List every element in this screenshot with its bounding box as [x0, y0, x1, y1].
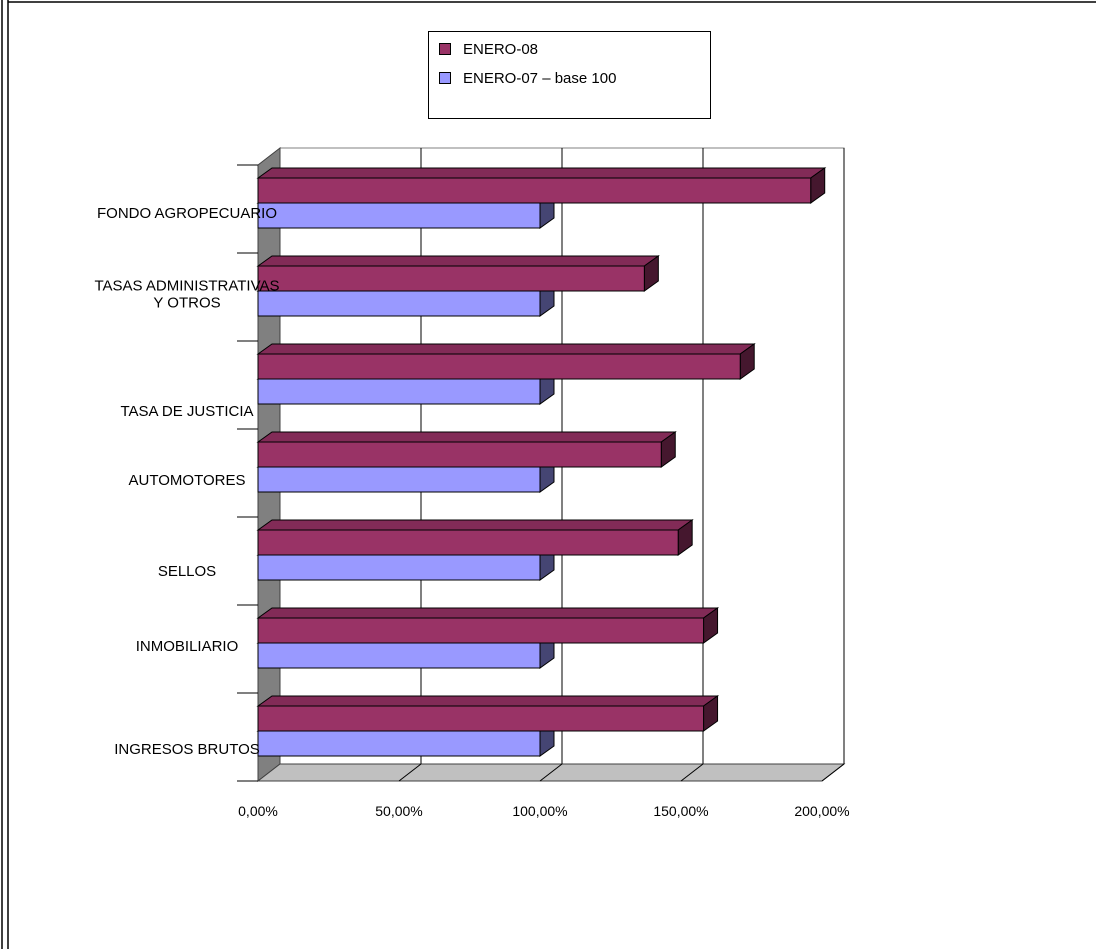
bar-enero-08-top	[256, 431, 677, 443]
bar-enero-07-front	[257, 290, 541, 317]
bar-enero-07-front	[257, 378, 541, 405]
category-label: TASA DE JUSTICIA	[120, 403, 253, 420]
bar-enero-07-front	[257, 466, 541, 493]
legend-item-enero-07: ENERO-07 – base 100	[439, 69, 616, 87]
legend-label-enero-08: ENERO-08	[463, 40, 539, 58]
category-label: Y OTROS	[153, 295, 220, 312]
bar-enero-08-top	[256, 695, 720, 707]
bar-enero-08-front	[257, 441, 662, 468]
legend-swatch-enero-08	[439, 43, 451, 55]
bar-enero-08-front	[257, 265, 645, 292]
bar-enero-08	[256, 695, 720, 732]
bar-enero-07-front	[257, 202, 541, 229]
x-tick-label: 50,00%	[375, 803, 422, 819]
bar-enero-08-front	[257, 529, 679, 556]
bar-enero-08-top	[256, 167, 827, 179]
category-label: INMOBILIARIO	[136, 638, 239, 655]
bar-enero-07-front	[257, 554, 541, 581]
floor-gridline	[398, 763, 422, 782]
bar-enero-08	[256, 607, 720, 644]
legend: ENERO-08 ENERO-07 – base 100	[428, 31, 711, 119]
x-tick-label: 150,00%	[653, 803, 708, 819]
category-label: SELLOS	[158, 563, 216, 580]
category-label: FONDO AGROPECUARIO	[97, 205, 277, 222]
floor-gridline	[680, 763, 704, 782]
floor-gridline	[821, 763, 845, 782]
bar-enero-07-front	[257, 730, 541, 757]
x-tick-label: 100,00%	[512, 803, 567, 819]
category-label: TASAS ADMINISTRATIVAS	[94, 278, 279, 295]
category-label: INGRESOS BRUTOS	[114, 741, 260, 758]
bar-enero-08-top	[256, 343, 756, 355]
legend-item-enero-08: ENERO-08	[439, 40, 538, 58]
bar-enero-08-front	[257, 177, 812, 204]
legend-swatch-enero-07	[439, 72, 451, 84]
legend-label-enero-07: ENERO-07 – base 100	[463, 69, 617, 87]
bar-enero-08	[256, 167, 827, 204]
bar-enero-07-front	[257, 642, 541, 669]
bar-enero-08	[256, 255, 660, 292]
bar-enero-08-front	[257, 705, 705, 732]
bar-enero-08-front	[257, 353, 741, 380]
bar-enero-08	[256, 343, 756, 380]
x-tick-label: 200,00%	[794, 803, 849, 819]
floor-gridline	[539, 763, 563, 782]
bar-enero-08-top	[256, 255, 660, 267]
bar-enero-08-top	[256, 607, 720, 619]
bar-enero-08	[256, 519, 694, 556]
bar-enero-08	[256, 431, 677, 468]
bar-enero-08-front	[257, 617, 705, 644]
bar-enero-08-top	[256, 519, 694, 531]
category-label: AUTOMOTORES	[129, 472, 246, 489]
x-tick-label: 0,00%	[238, 803, 278, 819]
